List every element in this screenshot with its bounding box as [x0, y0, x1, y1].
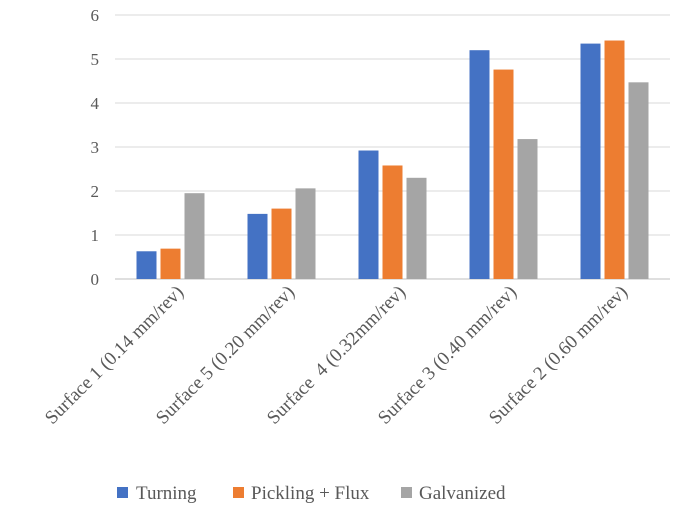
bar-pickling-flux-5	[604, 40, 625, 279]
y-tick-labels: 0 1 2 3 4 5 6	[91, 6, 100, 289]
legend-label: Pickling + Flux	[251, 483, 370, 504]
bar-turning-5	[580, 43, 601, 279]
legend-label: Galvanized	[419, 483, 506, 504]
legend-swatch	[117, 487, 128, 498]
bar-pickling-flux-1	[160, 248, 181, 279]
bar-galvanized-4	[517, 139, 538, 279]
y-tick-label: 2	[91, 182, 100, 201]
legend-label: Turning	[136, 483, 197, 504]
y-tick-label: 0	[91, 270, 100, 289]
legend: Turning Pickling + Flux Galvanized	[117, 483, 506, 504]
bars	[136, 40, 649, 280]
y-tick-label: 6	[91, 6, 100, 25]
legend-swatch	[233, 487, 244, 498]
bar-galvanized-3	[406, 177, 427, 279]
y-tick-label: 1	[91, 226, 100, 245]
bar-turning-4	[469, 50, 490, 280]
x-category-labels: Surface 1 (0.14 mm/rev)Surface 5 (0.20 m…	[41, 282, 632, 429]
bar-galvanized-5	[628, 82, 649, 279]
y-tick-label: 5	[91, 50, 100, 69]
legend-swatch	[401, 487, 412, 498]
legend-item-galvanized: Galvanized	[401, 483, 506, 504]
y-tick-label: 3	[91, 138, 100, 157]
bar-pickling-flux-2	[271, 208, 292, 279]
bar-pickling-flux-4	[493, 69, 514, 279]
bar-turning-2	[247, 213, 268, 279]
bar-pickling-flux-3	[382, 165, 403, 279]
legend-item-turning: Turning	[117, 483, 197, 504]
bar-turning-3	[358, 150, 379, 279]
bar-galvanized-1	[184, 193, 205, 279]
y-tick-label: 4	[91, 94, 100, 113]
bar-turning-1	[136, 251, 157, 279]
gridlines	[115, 14, 670, 236]
legend-item-pickling-flux: Pickling + Flux	[233, 483, 370, 504]
bar-galvanized-2	[295, 188, 316, 279]
